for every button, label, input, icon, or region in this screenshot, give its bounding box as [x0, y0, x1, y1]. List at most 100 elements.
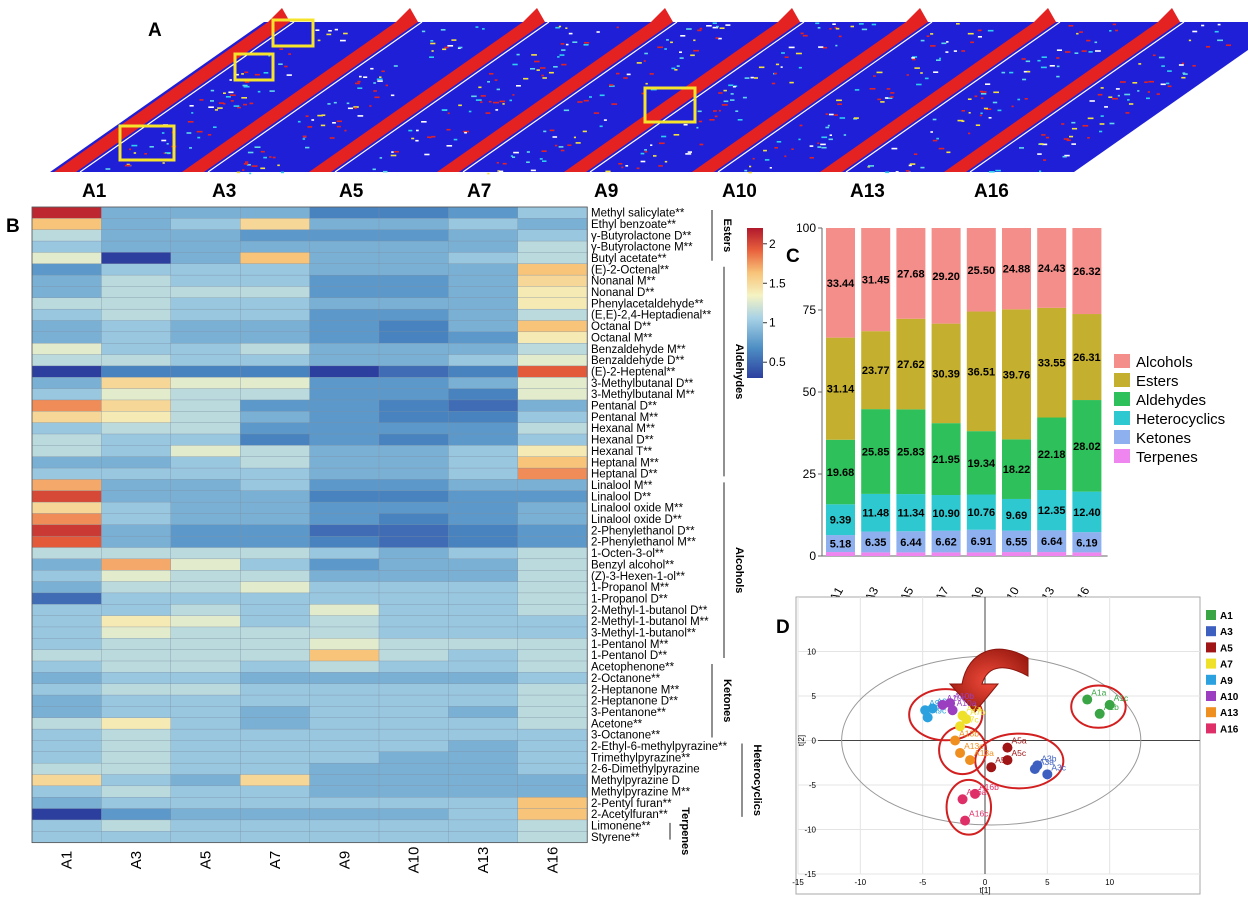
- heatmap-cell: [517, 740, 588, 753]
- signal-spot: [260, 167, 266, 170]
- signal-spot: [1086, 39, 1091, 42]
- stacked-bar-legend: Alcohols Esters Aldehydes Heterocyclics Keto…: [1114, 354, 1225, 466]
- heatmap-cell: [517, 638, 588, 651]
- signal-spot: [697, 110, 702, 113]
- row-label: Pentanal M**: [591, 412, 659, 424]
- row-label: Benzaldehyde D**: [591, 355, 685, 367]
- heatmap-cell: [517, 456, 588, 469]
- signal-spot: [1089, 100, 1095, 102]
- highlight-box: [118, 124, 176, 162]
- sample-label-A1: A1: [82, 181, 107, 202]
- signal-spot: [981, 91, 987, 93]
- signal-spot: [502, 162, 507, 165]
- signal-spot: [1192, 65, 1196, 67]
- signal-spot: [1132, 82, 1138, 84]
- signal-spot: [302, 135, 307, 138]
- separator-line: [589, 21, 805, 173]
- signal-spot: [774, 147, 778, 149]
- heatmap-cell: [448, 320, 519, 333]
- signal-spot: [939, 57, 942, 60]
- heatmap-cell: [170, 785, 241, 798]
- signal-spot: [621, 166, 624, 169]
- signal-spot: [499, 170, 504, 173]
- heatmap-cell: [31, 479, 102, 492]
- heatmap-cell: [101, 479, 172, 492]
- signal-spot: [869, 88, 876, 90]
- signal-spot: [945, 51, 949, 53]
- heatmap-cell: [31, 819, 102, 832]
- signal-spot: [992, 101, 998, 104]
- signal-spot: [129, 148, 132, 151]
- signal-spot: [1111, 97, 1118, 100]
- score-point-A10c: [937, 699, 948, 710]
- bar-segment-aldehydes: [826, 439, 855, 505]
- heatmap-cell: [309, 490, 380, 503]
- signal-spot: [557, 56, 560, 58]
- bar-segment-heterocyclics: [896, 494, 926, 532]
- signal-spot: [512, 63, 518, 66]
- signal-spot: [690, 54, 695, 57]
- signal-spot: [427, 136, 430, 138]
- signal-spot: [230, 94, 236, 96]
- signal-spot: [444, 46, 449, 49]
- row-label: Octanal D**: [591, 321, 652, 333]
- heatmap-cell: [170, 524, 241, 537]
- heatmap-cell: [378, 218, 449, 231]
- signal-spot: [913, 153, 918, 155]
- signal-spot: [1152, 54, 1156, 57]
- signal-spot: [1041, 143, 1048, 146]
- signal-spot: [482, 28, 485, 30]
- score-point-A5a: [1002, 742, 1013, 753]
- signal-spot: [661, 135, 667, 138]
- heatmap-cell: [101, 411, 172, 424]
- signal-spot: [977, 36, 982, 38]
- heatmap-cell: [517, 604, 588, 617]
- heatmap-cell: [448, 297, 519, 310]
- heatmap-cell: [378, 411, 449, 424]
- heatmap-cell: [170, 728, 241, 741]
- heatmap-cell: [378, 320, 449, 333]
- spectrum-plane: [560, 22, 908, 172]
- bar-segment-esters: [966, 311, 996, 432]
- score-label-A3a: A3a: [1039, 757, 1054, 767]
- heatmap-cell: [101, 683, 172, 696]
- heatmap-cell: [448, 479, 519, 492]
- signal-spot: [822, 46, 828, 49]
- heatmap-cell: [240, 274, 311, 287]
- heatmap-cell: [101, 365, 172, 378]
- signal-spot: [284, 65, 288, 68]
- signal-spot: [305, 115, 309, 117]
- heatmap-cell: [448, 660, 519, 673]
- heatmap-cell: [448, 797, 519, 810]
- heatmap-cell: [517, 365, 588, 378]
- signal-spot: [245, 161, 249, 163]
- heatmap-cell: [170, 456, 241, 469]
- pca-score-plot: -15-10-505101050-5-10-15t[1]t[2]A1aA1bA1…: [792, 596, 1201, 895]
- heatmap-cell: [309, 445, 380, 458]
- signal-spot: [715, 37, 719, 39]
- score-point-A5c: [1002, 755, 1013, 766]
- signal-spot: [1087, 117, 1094, 120]
- heatmap-cell: [517, 490, 588, 503]
- signal-spot: [1040, 66, 1047, 69]
- signal-spot: [191, 112, 194, 114]
- plot-area: [795, 596, 1201, 895]
- bar-segment-terpenes: [966, 552, 996, 556]
- heatmap-cell: [448, 513, 519, 526]
- signal-spot: [980, 93, 987, 95]
- data-label-ketones: 6.64: [1041, 536, 1063, 548]
- bar-segment-ketones: [1037, 530, 1067, 553]
- heatmap-column-label-A16: A16: [545, 847, 562, 874]
- x-tick-label: 0: [983, 878, 988, 887]
- signal-spot: [795, 52, 802, 55]
- score-point-A1a: [1082, 694, 1093, 705]
- data-label-esters: 33.55: [1038, 358, 1066, 370]
- heatmap-cell: [378, 672, 449, 685]
- signal-spot: [1167, 70, 1172, 72]
- signal-spot: [599, 125, 603, 128]
- heatmap-cell: [31, 615, 102, 628]
- heatmap-cell: [240, 740, 311, 753]
- signal-spot: [914, 67, 920, 69]
- signal-spot: [1104, 106, 1108, 108]
- heatmap-cell: [448, 706, 519, 719]
